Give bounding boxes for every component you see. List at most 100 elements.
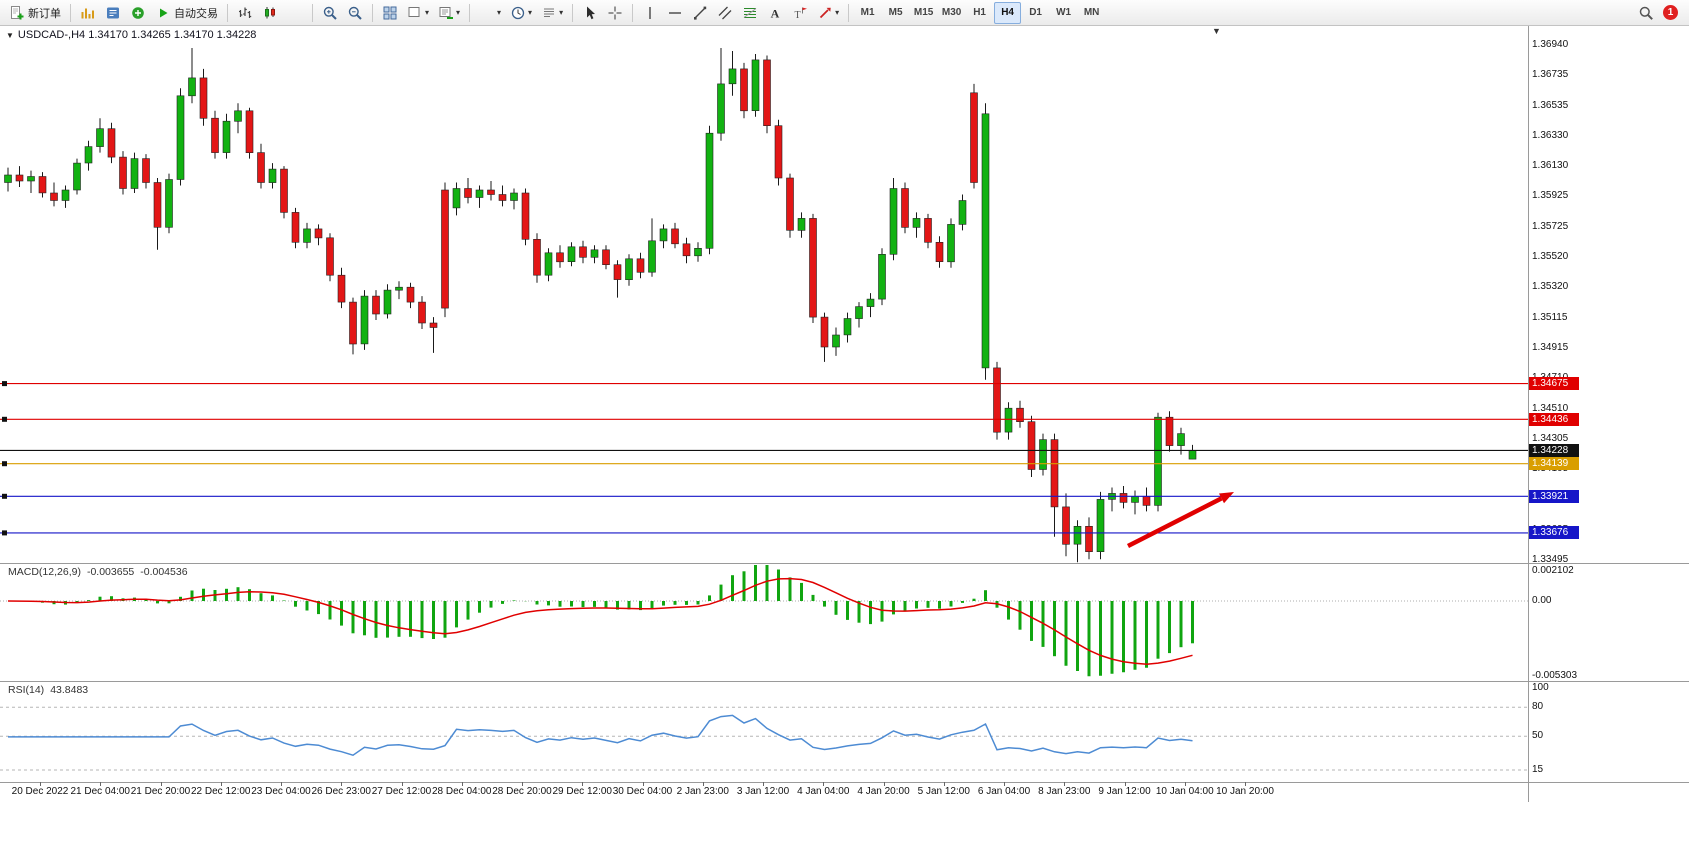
clock-icon [511,6,525,19]
terminal-icon [132,6,144,19]
svg-text:T: T [795,10,801,21]
pane-divider[interactable] [0,563,1689,564]
time-axis-tick [160,782,162,786]
autotrading-button[interactable]: 自动交易 [151,2,222,24]
time-axis-label: 21 Dec 04:00 [70,786,131,797]
notification-badge[interactable]: 1 [1663,5,1678,20]
fibonacci-button[interactable] [738,2,762,24]
horizontal-line-button[interactable] [663,2,687,24]
rsi-axis-label: 15 [1532,764,1544,775]
line-chart-button[interactable]: line points="2,12 6,6.5 9.5,9 14,3.5" fi… [283,2,307,24]
new-chart-icon: line points="3.5,9 6,6 8,7.5 10.5,4.5" f… [408,6,420,17]
arrows-button[interactable]: ▾ [813,2,843,24]
timeframe-button-mn[interactable]: MN [1078,2,1105,24]
indicators-button[interactable]: line points="2,11.5 6,5.5 9,8.5 13.5,3" … [475,2,505,24]
timeframe-button-m15[interactable]: M15 [910,2,937,24]
time-axis-tick [883,782,885,786]
horizontal-lines-layer[interactable] [0,381,1528,536]
price-chart-canvas[interactable] [0,26,1528,802]
text-button[interactable]: A [763,2,787,24]
equidistant-channel-button[interactable] [713,2,737,24]
timeframe-button-d1[interactable]: D1 [1022,2,1049,24]
price-axis-label: 1.35320 [1532,281,1569,293]
horizontal-line-icon [669,11,682,14]
zoom-in-button[interactable] [318,2,342,24]
timeframe-button-h4[interactable]: H4 [994,1,1022,24]
price-axis-label: 1.35115 [1532,311,1568,323]
zoom-out-button[interactable] [343,2,367,24]
navigator-button[interactable] [101,2,125,24]
timeframe-button-m30[interactable]: M30 [938,2,965,24]
price-tag[interactable]: 1.34436 [1529,412,1579,426]
timeframe-button-m5[interactable]: M5 [882,2,909,24]
time-axis-tick [1004,782,1005,786]
price-axis-label: 1.35725 [1532,220,1569,232]
time-axis-label: 10 Jan 04:00 [1155,786,1214,797]
time-axis-tick [763,782,764,786]
toolbar-separator [70,3,71,22]
trend-arrow-annotation[interactable] [1126,492,1234,549]
zoom-in-icon [323,6,337,20]
search-button[interactable] [1634,2,1658,24]
macd-axis-label: -0.005303 [1532,670,1578,681]
templates-button[interactable]: ▾ [537,2,567,24]
market-watch-button[interactable] [76,2,100,24]
bar-chart-button[interactable] [233,2,257,24]
price-axis-label: 1.36130 [1532,160,1569,172]
vertical-line-button[interactable] [638,2,662,24]
vertical-line-icon [649,6,651,19]
pane-divider[interactable] [0,681,1689,682]
price-axis-label: 1.34915 [1532,341,1569,353]
price-axis-label: 1.36735 [1532,69,1569,81]
candlestick-chart-button[interactable] [258,2,282,24]
terminal-button[interactable] [126,2,150,24]
toolbar-separator [469,3,471,22]
symbol-header[interactable]: ▼ USDCAD-,H4 1.34170 1.34265 1.34170 1.3… [6,29,256,41]
price-axis-label: 1.34305 [1532,432,1569,444]
crosshair-button[interactable] [603,2,627,24]
chart-shift-marker-icon[interactable]: ▼ [1212,26,1221,36]
rsi-value: 43.8483 [50,684,89,696]
time-axis-label: 28 Dec 04:00 [432,786,492,797]
time-axis-label: 4 Jan 20:00 [857,786,910,797]
time-axis-tick [40,782,41,786]
price-tag[interactable]: 1.34228 [1529,443,1579,457]
time-axis-tick [1184,782,1186,786]
fibonacci-icon [743,7,757,18]
new-order-label: 新订单 [28,7,61,20]
timeframe-button-h1[interactable]: H1 [966,2,993,24]
price-axis-label: 1.35520 [1532,251,1569,263]
svg-text:A: A [771,6,780,20]
macd-name: MACD(12,26,9) [8,566,81,578]
time-axis-label: 5 Jan 12:00 [917,786,970,797]
autotrading-label: 自动交易 [174,7,218,20]
time-axis-divider [0,782,1689,783]
trendline-icon [694,6,707,20]
toolbar-separator [632,3,634,22]
profiles-button[interactable]: ▾ [434,2,464,24]
trendline-button[interactable] [688,2,712,24]
macd-layer [7,565,1194,677]
tile-windows-button[interactable] [378,2,402,24]
timeframe-button-m1[interactable]: M1 [854,2,881,24]
cursor-button[interactable] [578,2,602,24]
text-label-button[interactable]: T [788,2,812,24]
chevron-down-icon: ▾ [559,8,564,17]
price-tag[interactable]: 1.33676 [1529,526,1579,540]
periods-button[interactable]: ▾ [506,2,536,24]
new-chart-button[interactable]: line points="3.5,9 6,6 8,7.5 10.5,4.5" f… [403,2,433,24]
time-axis-label: 10 Jan 20:00 [1216,786,1274,797]
price-tag[interactable]: 1.34675 [1529,377,1579,391]
price-tag[interactable]: 1.34139 [1529,457,1579,471]
time-axis-label: 30 Dec 04:00 [612,786,673,797]
chart-menu-triangle-icon[interactable]: ▼ [6,30,14,40]
rsi-label: RSI(14) 43.8483 [8,684,88,696]
price-tag[interactable]: 1.33921 [1529,489,1579,503]
price-axis-label: 1.36940 [1532,39,1569,50]
timeframe-button-w1[interactable]: W1 [1050,2,1077,24]
time-axis-label: 29 Dec 12:00 [552,786,613,797]
new-order-button[interactable]: 新订单 [5,2,65,24]
chevron-down-icon: ▾ [528,8,533,17]
macd-signal-value: -0.004536 [140,566,188,578]
timeframe-bar: M1 M5 M15 M30 H1 H4 D1 W1 MN [854,1,1105,24]
